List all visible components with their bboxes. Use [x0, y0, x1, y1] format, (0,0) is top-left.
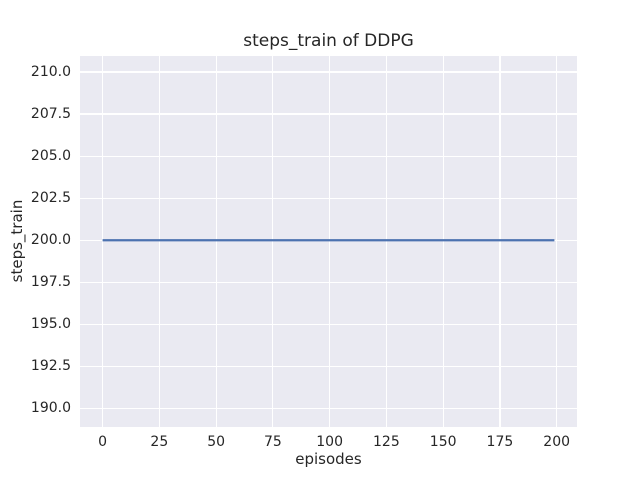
y-tick-label: 202.5 — [30, 190, 71, 207]
y-gridline — [80, 407, 577, 410]
x-tick-label: 125 — [373, 434, 400, 450]
plot-area — [80, 56, 577, 427]
x-gridline — [499, 56, 501, 427]
x-tick-label: 50 — [207, 434, 226, 450]
x-gridline — [272, 56, 274, 427]
x-tick-label: 100 — [316, 434, 343, 450]
y-tick-label: 200.0 — [30, 232, 71, 249]
y-gridline — [80, 155, 577, 157]
x-tick-label: 25 — [150, 434, 169, 450]
y-tick-label: 190.0 — [30, 400, 71, 417]
x-gridline — [385, 56, 387, 427]
y-gridline — [80, 365, 577, 368]
y-gridline — [80, 323, 577, 325]
y-gridline — [80, 281, 577, 283]
x-gridline — [442, 56, 444, 427]
y-tick-label: 210.0 — [30, 63, 71, 80]
x-axis-label: episodes — [295, 450, 362, 468]
y-gridline — [80, 197, 577, 199]
x-tick-label: 150 — [429, 434, 457, 450]
x-gridline — [329, 56, 331, 427]
x-tick-label: 200 — [543, 434, 571, 450]
chart-title: steps_train of DDPG — [243, 31, 414, 51]
x-gridline — [101, 56, 104, 427]
x-gridline — [556, 56, 558, 427]
x-gridline — [215, 56, 217, 427]
y-tick-label: 197.5 — [30, 274, 71, 291]
x-gridline — [158, 56, 160, 427]
y-gridline — [80, 113, 577, 115]
x-tick-label: 75 — [263, 434, 282, 450]
y-tick-label: 207.5 — [30, 106, 71, 123]
y-tick-label: 192.5 — [30, 358, 71, 375]
y-gridline — [80, 71, 577, 73]
x-tick-label: 0 — [98, 434, 108, 450]
plot-svg — [102, 239, 555, 242]
x-tick-label: 175 — [486, 434, 514, 450]
y-tick-label: 195.0 — [30, 316, 71, 333]
y-tick-label: 205.0 — [30, 148, 71, 165]
